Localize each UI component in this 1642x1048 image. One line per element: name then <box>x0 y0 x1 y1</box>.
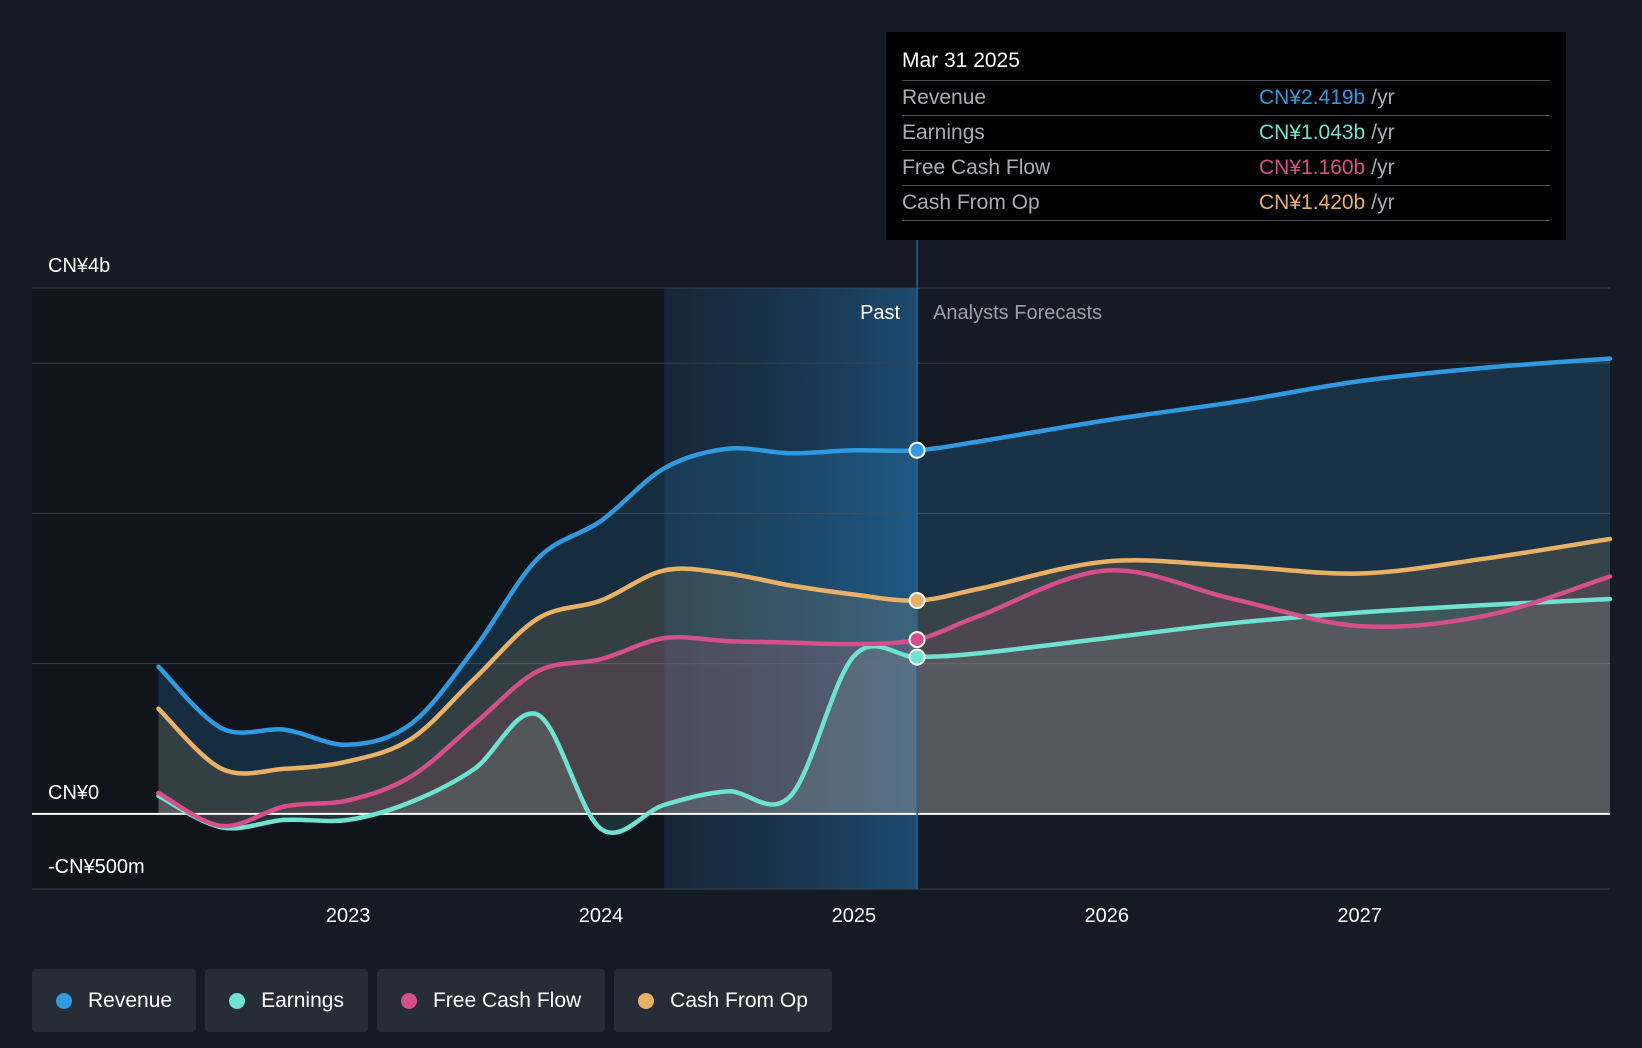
legend-dot-icon <box>638 992 655 1009</box>
x-tick-label: 2024 <box>579 905 624 927</box>
tooltip-unit: /yr <box>1371 86 1395 109</box>
x-tick-label: 2023 <box>326 905 371 927</box>
tooltip-value: CN¥1.420b <box>1259 191 1366 214</box>
legend-item-cash-from-op[interactable]: Cash From Op <box>614 969 832 1032</box>
tooltip-unit: /yr <box>1371 156 1395 179</box>
series-lines <box>156 356 1613 836</box>
legend-label: Earnings <box>261 988 344 1012</box>
tooltip: Mar 31 2025 Revenue CN¥2.419b /yr Earnin… <box>886 32 1566 240</box>
line-cash-from-op <box>156 536 1613 776</box>
chart: CN¥4b CN¥0 -CN¥500m 2023 2024 2025 2026 2027 P… <box>32 240 1613 927</box>
marker-free-cash-flow[interactable] <box>908 631 926 649</box>
y-tick-label: CN¥0 <box>48 782 99 804</box>
line-revenue <box>156 356 1613 748</box>
marker-cash-from-op[interactable] <box>908 592 926 610</box>
x-tick-label: 2025 <box>832 905 877 927</box>
legend-dot-icon <box>400 992 417 1009</box>
y-axis-labels: CN¥4b CN¥0 -CN¥500m <box>48 255 145 878</box>
line-free-cash-flow <box>156 568 1613 829</box>
tooltip-row-earnings: Earnings CN¥1.043b /yr <box>902 115 1550 150</box>
y-tick-label: -CN¥500m <box>48 856 145 878</box>
forecast-label: Analysts Forecasts <box>933 302 1102 324</box>
legend-item-revenue[interactable]: Revenue <box>32 969 197 1032</box>
marker-earnings[interactable] <box>908 648 926 666</box>
tooltip-unit: /yr <box>1371 121 1395 144</box>
area-free-cash-flow <box>158 570 1611 827</box>
tooltip-value: CN¥1.043b <box>1259 121 1366 144</box>
tooltip-date: Mar 31 2025 <box>902 49 1020 72</box>
tooltip-label: Earnings <box>902 121 985 144</box>
x-axis-labels: 2023 2024 2025 2026 2027 <box>326 905 1382 927</box>
y-tick-label: CN¥4b <box>48 255 110 277</box>
tooltip-label: Revenue <box>902 86 987 109</box>
area-earnings <box>158 599 1611 833</box>
area-cash-from-op <box>158 538 1611 814</box>
past-dark-region <box>32 288 665 889</box>
line-earnings <box>156 596 1613 836</box>
tooltip-value: CN¥2.419b <box>1259 86 1366 109</box>
series-areas <box>158 358 1611 833</box>
x-tick-label: 2027 <box>1337 905 1382 927</box>
marker-revenue[interactable] <box>908 441 926 459</box>
area-revenue <box>158 358 1611 814</box>
legend-dot-icon <box>229 992 246 1009</box>
tooltip-label: Cash From Op <box>902 191 1040 214</box>
tooltip-unit: /yr <box>1371 191 1395 214</box>
tooltip-row-revenue: Revenue CN¥2.419b /yr <box>902 80 1550 115</box>
past-label: Past <box>860 302 900 324</box>
legend-label: Revenue <box>88 988 173 1012</box>
legend: Revenue Earnings Free Cash Flow Cash Fro… <box>32 969 832 1032</box>
legend-label: Cash From Op <box>670 988 808 1012</box>
tooltip-row-cash-from-op: Cash From Op CN¥1.420b /yr <box>902 185 1550 221</box>
legend-item-earnings[interactable]: Earnings <box>205 969 368 1032</box>
x-tick-label: 2026 <box>1085 905 1130 927</box>
series-markers[interactable] <box>908 441 926 666</box>
legend-dot-icon <box>56 992 72 1009</box>
past-highlight-region <box>664 288 918 889</box>
tooltip-row-free-cash-flow: Free Cash Flow CN¥1.160b /yr <box>902 150 1550 185</box>
tooltip-label: Free Cash Flow <box>902 156 1051 179</box>
legend-item-free-cash-flow[interactable]: Free Cash Flow <box>376 969 606 1032</box>
legend-label: Free Cash Flow <box>432 988 582 1012</box>
tooltip-value: CN¥1.160b <box>1259 156 1366 179</box>
